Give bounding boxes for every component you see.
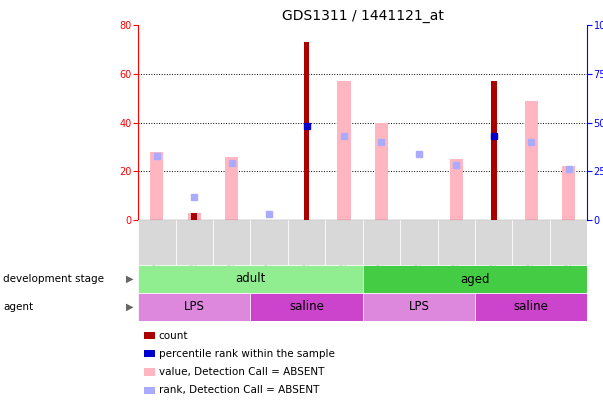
Bar — [150, 152, 163, 220]
Bar — [525, 100, 538, 220]
Text: development stage: development stage — [3, 274, 104, 284]
Text: saline: saline — [514, 301, 549, 313]
Bar — [250, 220, 288, 265]
Bar — [175, 220, 213, 265]
Text: saline: saline — [289, 301, 324, 313]
Text: ▶: ▶ — [126, 274, 133, 284]
Bar — [363, 220, 400, 265]
Bar — [138, 265, 363, 293]
Bar — [491, 81, 496, 220]
Text: rank, Detection Call = ABSENT: rank, Detection Call = ABSENT — [159, 385, 319, 395]
Bar — [513, 220, 550, 265]
Title: GDS1311 / 1441121_at: GDS1311 / 1441121_at — [282, 9, 444, 23]
Bar — [138, 293, 250, 321]
Bar — [250, 293, 363, 321]
Bar — [338, 81, 350, 220]
Text: agent: agent — [3, 302, 33, 312]
Text: value, Detection Call = ABSENT: value, Detection Call = ABSENT — [159, 367, 324, 377]
Bar — [438, 220, 475, 265]
Bar — [450, 159, 463, 220]
Text: ▶: ▶ — [126, 302, 133, 312]
Bar — [288, 220, 325, 265]
Bar — [188, 213, 201, 220]
Bar — [475, 220, 513, 265]
Text: adult: adult — [235, 273, 265, 286]
Bar — [562, 166, 575, 220]
Text: LPS: LPS — [184, 301, 204, 313]
Bar — [225, 157, 238, 220]
Text: count: count — [159, 330, 188, 341]
Text: LPS: LPS — [408, 301, 429, 313]
Bar — [475, 293, 587, 321]
Bar — [550, 220, 587, 265]
Text: aged: aged — [460, 273, 490, 286]
Bar — [138, 220, 175, 265]
Bar — [400, 220, 438, 265]
Bar — [325, 220, 363, 265]
Bar — [363, 265, 587, 293]
Bar — [363, 293, 475, 321]
Bar — [304, 42, 309, 220]
Bar — [375, 122, 388, 220]
Bar — [213, 220, 250, 265]
Text: percentile rank within the sample: percentile rank within the sample — [159, 349, 335, 359]
Bar — [191, 213, 197, 220]
